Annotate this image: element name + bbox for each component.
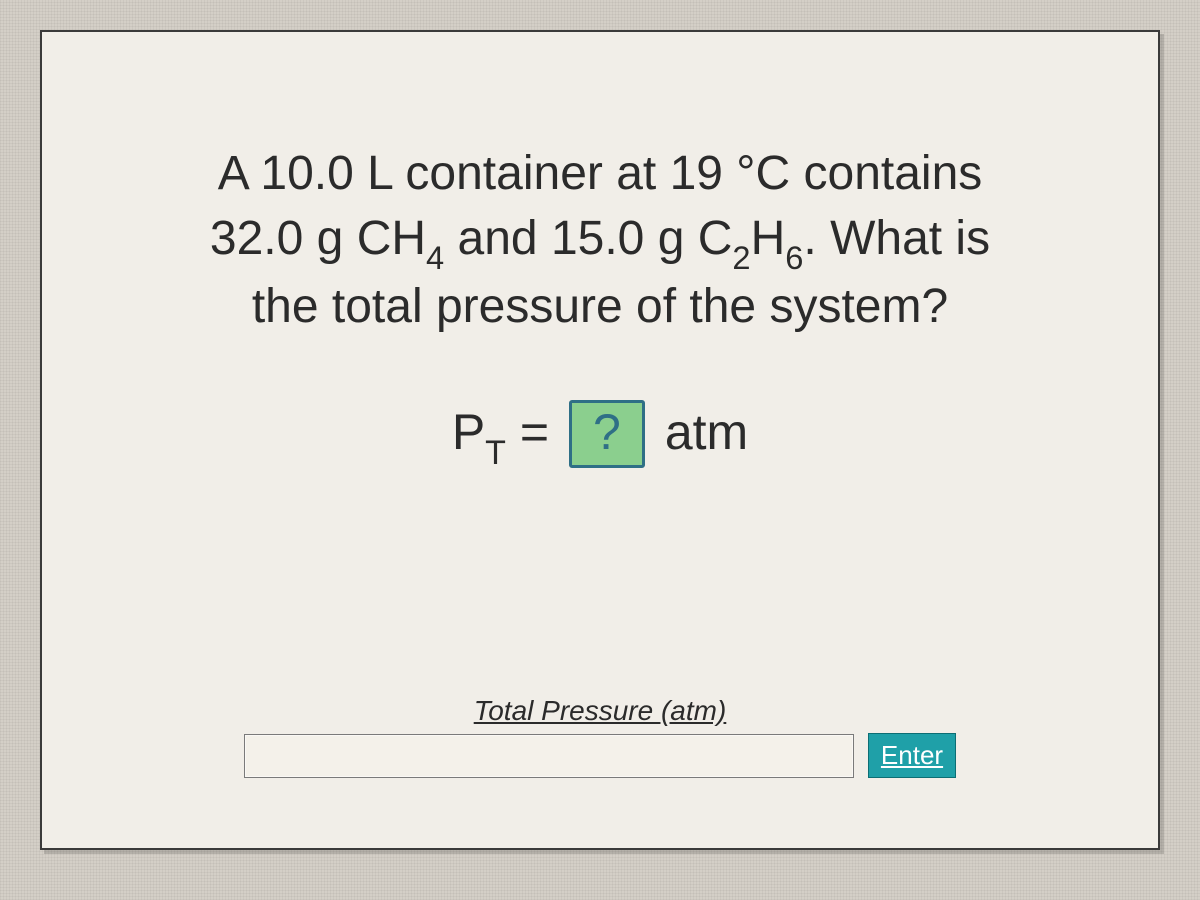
formula-row: PT = ? atm xyxy=(112,400,1088,469)
formula-P: P xyxy=(452,404,485,460)
formula-unit: atm xyxy=(651,404,748,460)
formula-sub-T: T xyxy=(485,434,506,472)
question-line2-a: 32.0 g CH xyxy=(210,212,426,265)
subscript-ch4: 4 xyxy=(426,239,444,276)
answer-input-label: Total Pressure (atm) xyxy=(240,695,960,727)
enter-button[interactable]: Enter xyxy=(868,733,956,778)
answer-input-area: Total Pressure (atm) Enter xyxy=(240,695,960,778)
answer-input-row: Enter xyxy=(240,733,960,778)
question-text: A 10.0 L container at 19 °C contains 32.… xyxy=(112,142,1088,340)
question-line3: the total pressure of the system? xyxy=(252,280,948,333)
subscript-h6: 6 xyxy=(785,239,803,276)
question-line2-c: H xyxy=(751,212,786,265)
answer-placeholder-box[interactable]: ? xyxy=(569,400,645,468)
formula-equals: = xyxy=(506,404,563,460)
answer-placeholder-text: ? xyxy=(593,404,621,460)
question-line2-d: . What is xyxy=(803,212,990,265)
answer-input[interactable] xyxy=(244,734,854,778)
question-card: A 10.0 L container at 19 °C contains 32.… xyxy=(40,30,1160,850)
subscript-c2: 2 xyxy=(732,239,750,276)
question-line2-b: and 15.0 g C xyxy=(444,212,732,265)
question-line1: A 10.0 L container at 19 °C contains xyxy=(218,147,983,200)
